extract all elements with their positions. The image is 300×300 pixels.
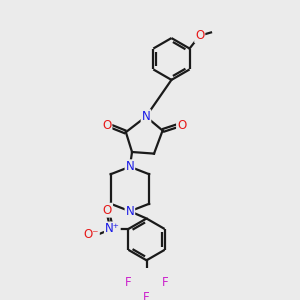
Text: F: F: [162, 276, 169, 289]
Text: O: O: [103, 204, 112, 217]
Text: N⁺: N⁺: [105, 222, 120, 236]
Text: O⁻: O⁻: [83, 228, 99, 241]
Text: O: O: [102, 119, 112, 132]
Text: N: N: [125, 205, 134, 218]
Text: O: O: [177, 119, 186, 132]
Text: O: O: [195, 29, 204, 42]
Text: N: N: [125, 160, 134, 173]
Text: F: F: [143, 291, 150, 300]
Text: N: N: [142, 110, 150, 123]
Text: F: F: [124, 276, 131, 289]
